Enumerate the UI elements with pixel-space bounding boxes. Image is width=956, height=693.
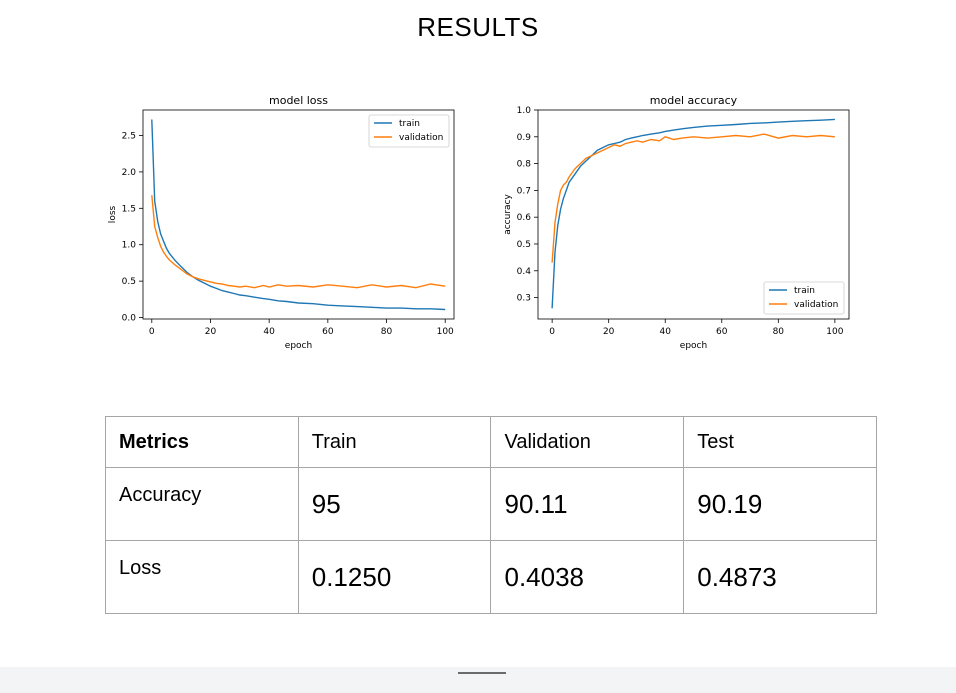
y-tick-label: 1.5 (122, 204, 136, 214)
table-cell: 0.1250 (297, 540, 492, 614)
accuracy-chart-svg: model accuracy 0 20 40 60 80 100 0.3 0.4 0.5 0.6 0.… (503, 94, 850, 351)
y-tick-label: 2.0 (122, 168, 137, 178)
x-tick-label: 0 (549, 327, 555, 337)
table-header-cell: Train (297, 416, 492, 468)
page-title: RESULTS (417, 12, 539, 42)
x-tick-label: 60 (716, 327, 728, 337)
chart-title: model accuracy (650, 94, 738, 107)
y-tick-label: 0.7 (517, 186, 531, 196)
y-tick-label: 0.0 (122, 314, 137, 324)
x-tick-label: 60 (322, 327, 334, 337)
y-tick-label: 0.9 (517, 133, 532, 143)
y-tick-label: 0.6 (517, 213, 532, 223)
y-tick-label: 1.0 (122, 241, 137, 251)
x-tick-label: 40 (660, 327, 672, 337)
x-tick-label: 20 (205, 327, 217, 337)
legend: train validation (763, 281, 845, 315)
x-tick-label: 100 (437, 327, 454, 337)
table-header-cell: Test (683, 416, 877, 468)
chart-title: model loss (269, 94, 328, 107)
series-line-validation (151, 195, 446, 289)
y-tick-label: 2.5 (122, 131, 136, 141)
loss-chart: model loss 0 20 40 60 80 100 0.0 0.5 1.0 1.5 2.0 2.5… (100, 88, 460, 353)
bottom-bar (0, 667, 956, 693)
y-tick-label: 1.0 (517, 106, 532, 116)
accuracy-chart: model accuracy 0 20 40 60 80 100 0.3 0.4 0.5 0.6 0.… (495, 88, 855, 353)
legend: train validation (368, 114, 450, 148)
table-cell: 90.11 (490, 467, 685, 541)
x-axis-label: epoch (680, 341, 707, 351)
table-cell: 90.19 (683, 467, 877, 541)
y-tick-label: 0.5 (517, 240, 531, 250)
legend-label-train: train (399, 119, 420, 129)
table-cell: 95 (297, 467, 492, 541)
y-tick-label: 0.5 (122, 277, 136, 287)
x-tick-label: 20 (603, 327, 615, 337)
y-tick-label: 0.3 (517, 294, 531, 304)
y-tick-label: 0.4 (517, 267, 532, 277)
table-row: Loss 0.1250 0.4038 0.4873 (105, 540, 877, 614)
plot-frame (142, 109, 455, 320)
y-tick-label: 0.8 (517, 160, 532, 170)
legend-label-validation: validation (794, 300, 838, 310)
x-tick-label: 80 (381, 327, 393, 337)
table-cell: 0.4038 (490, 540, 685, 614)
plot-frame (537, 109, 850, 320)
series-line-validation (551, 133, 835, 263)
table-cell: 0.4873 (683, 540, 877, 614)
x-tick-label: 100 (826, 327, 843, 337)
legend-label-validation: validation (399, 133, 443, 143)
table-header-cell: Validation (490, 416, 685, 468)
x-tick-label: 80 (773, 327, 785, 337)
x-tick-label: 40 (263, 327, 275, 337)
legend-label-train: train (794, 286, 815, 296)
metrics-table: Metrics Train Validation Test Accuracy 9… (105, 416, 877, 614)
table-header-row: Metrics Train Validation Test (105, 416, 877, 468)
table-cell: Loss (105, 540, 299, 614)
table-row: Accuracy 95 90.11 90.19 (105, 467, 877, 541)
y-axis-label: loss (108, 205, 118, 223)
table-cell: Accuracy (105, 467, 299, 541)
loss-chart-svg: model loss 0 20 40 60 80 100 0.0 0.5 1.0 1.5 2.0 2.5… (108, 94, 455, 351)
drag-handle[interactable] (458, 672, 506, 674)
series-line-train (151, 119, 446, 311)
series-line-train (551, 118, 835, 309)
x-axis-label: epoch (285, 341, 312, 351)
y-axis-label: accuracy (503, 194, 513, 235)
x-tick-label: 0 (149, 327, 155, 337)
table-header-cell: Metrics (105, 416, 299, 468)
